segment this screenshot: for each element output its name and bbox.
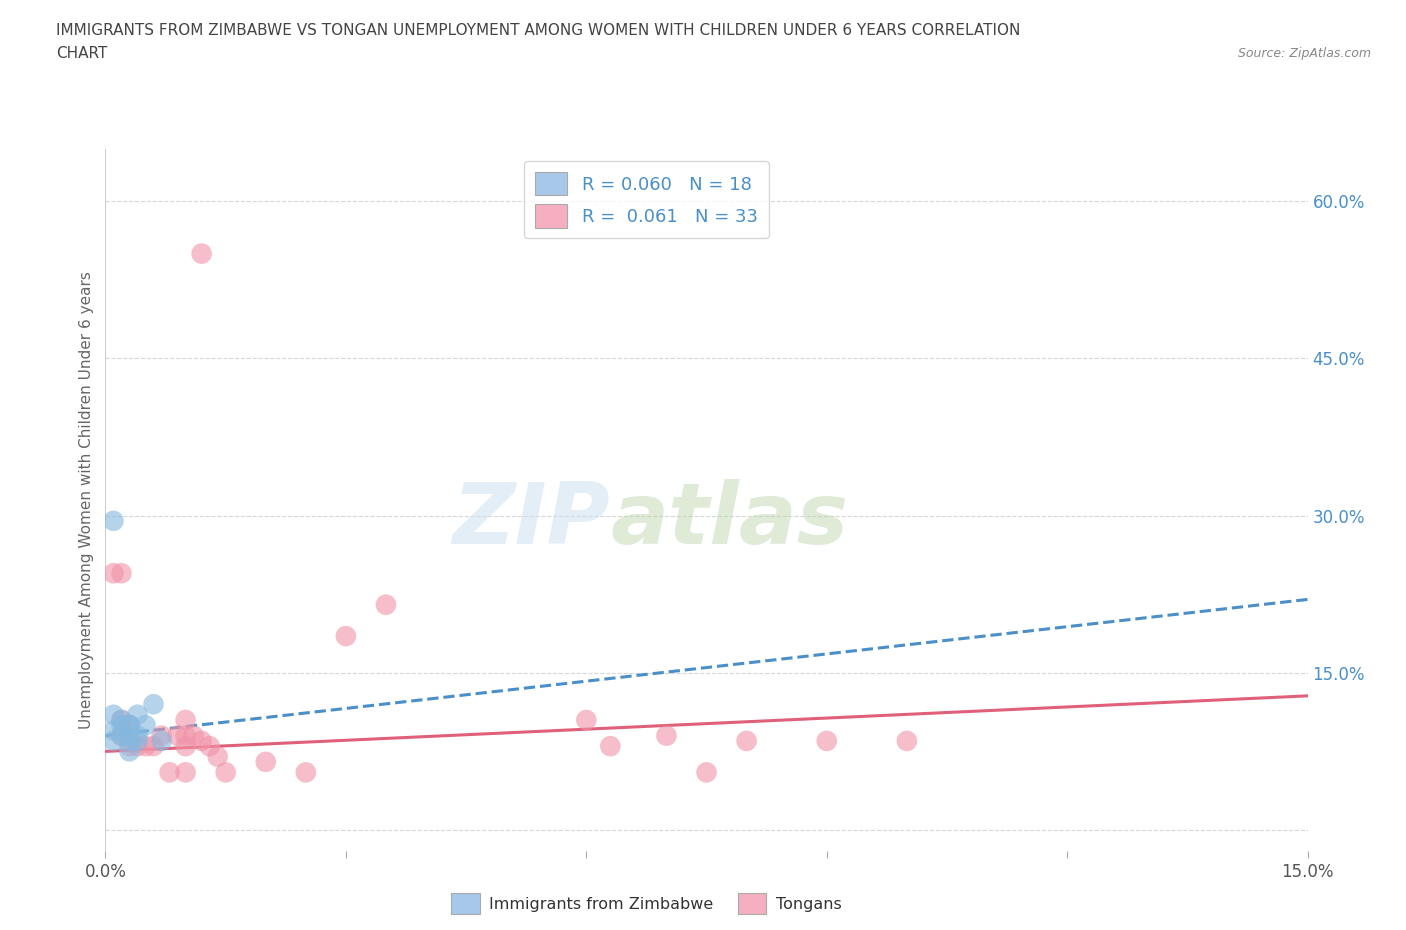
Point	[118, 744, 141, 759]
Text: ZIP: ZIP	[453, 480, 610, 563]
Point	[815, 734, 838, 749]
Point	[150, 728, 173, 743]
Text: IMMIGRANTS FROM ZIMBABWE VS TONGAN UNEMPLOYMENT AMONG WOMEN WITH CHILDREN UNDER : IMMIGRANTS FROM ZIMBABWE VS TONGAN UNEMP…	[56, 23, 1021, 38]
Point	[118, 718, 141, 733]
Point	[103, 708, 125, 723]
Y-axis label: Unemployment Among Women with Children Under 6 years: Unemployment Among Women with Children U…	[79, 271, 94, 729]
Point	[110, 712, 132, 727]
Point	[127, 734, 149, 749]
Text: CHART: CHART	[56, 46, 108, 61]
Point	[214, 764, 236, 779]
Point	[174, 738, 197, 753]
Point	[174, 728, 197, 743]
Point	[118, 718, 141, 733]
Point	[735, 734, 758, 749]
Point	[207, 750, 229, 764]
Point	[110, 712, 132, 727]
Point	[655, 728, 678, 743]
Point	[118, 734, 141, 749]
Point	[335, 629, 357, 644]
Point	[174, 764, 197, 779]
Point	[118, 718, 141, 733]
Point	[110, 728, 132, 743]
Point	[135, 738, 157, 753]
Point	[374, 597, 398, 612]
Point	[295, 764, 318, 779]
Point	[142, 738, 165, 753]
Point	[190, 734, 212, 749]
Point	[190, 246, 212, 261]
Point	[599, 738, 621, 753]
Point	[103, 513, 125, 528]
Point	[150, 734, 173, 749]
Point	[110, 728, 132, 743]
Point	[118, 738, 141, 753]
Point	[575, 712, 598, 727]
Point	[110, 565, 132, 580]
Point	[254, 754, 277, 769]
Point	[142, 697, 165, 711]
Point	[896, 734, 918, 749]
Point	[127, 708, 149, 723]
Point	[103, 723, 125, 737]
Point	[103, 565, 125, 580]
Point	[174, 712, 197, 727]
Text: Source: ZipAtlas.com: Source: ZipAtlas.com	[1237, 46, 1371, 60]
Point	[696, 764, 718, 779]
Point	[135, 718, 157, 733]
Point	[166, 728, 188, 743]
Point	[103, 734, 125, 749]
Point	[127, 728, 149, 743]
Point	[159, 764, 181, 779]
Point	[183, 728, 205, 743]
Point	[118, 728, 141, 743]
Point	[110, 718, 132, 733]
Text: atlas: atlas	[610, 480, 848, 563]
Point	[198, 738, 221, 753]
Legend: Immigrants from Zimbabwe, Tongans: Immigrants from Zimbabwe, Tongans	[444, 887, 848, 920]
Point	[127, 738, 149, 753]
